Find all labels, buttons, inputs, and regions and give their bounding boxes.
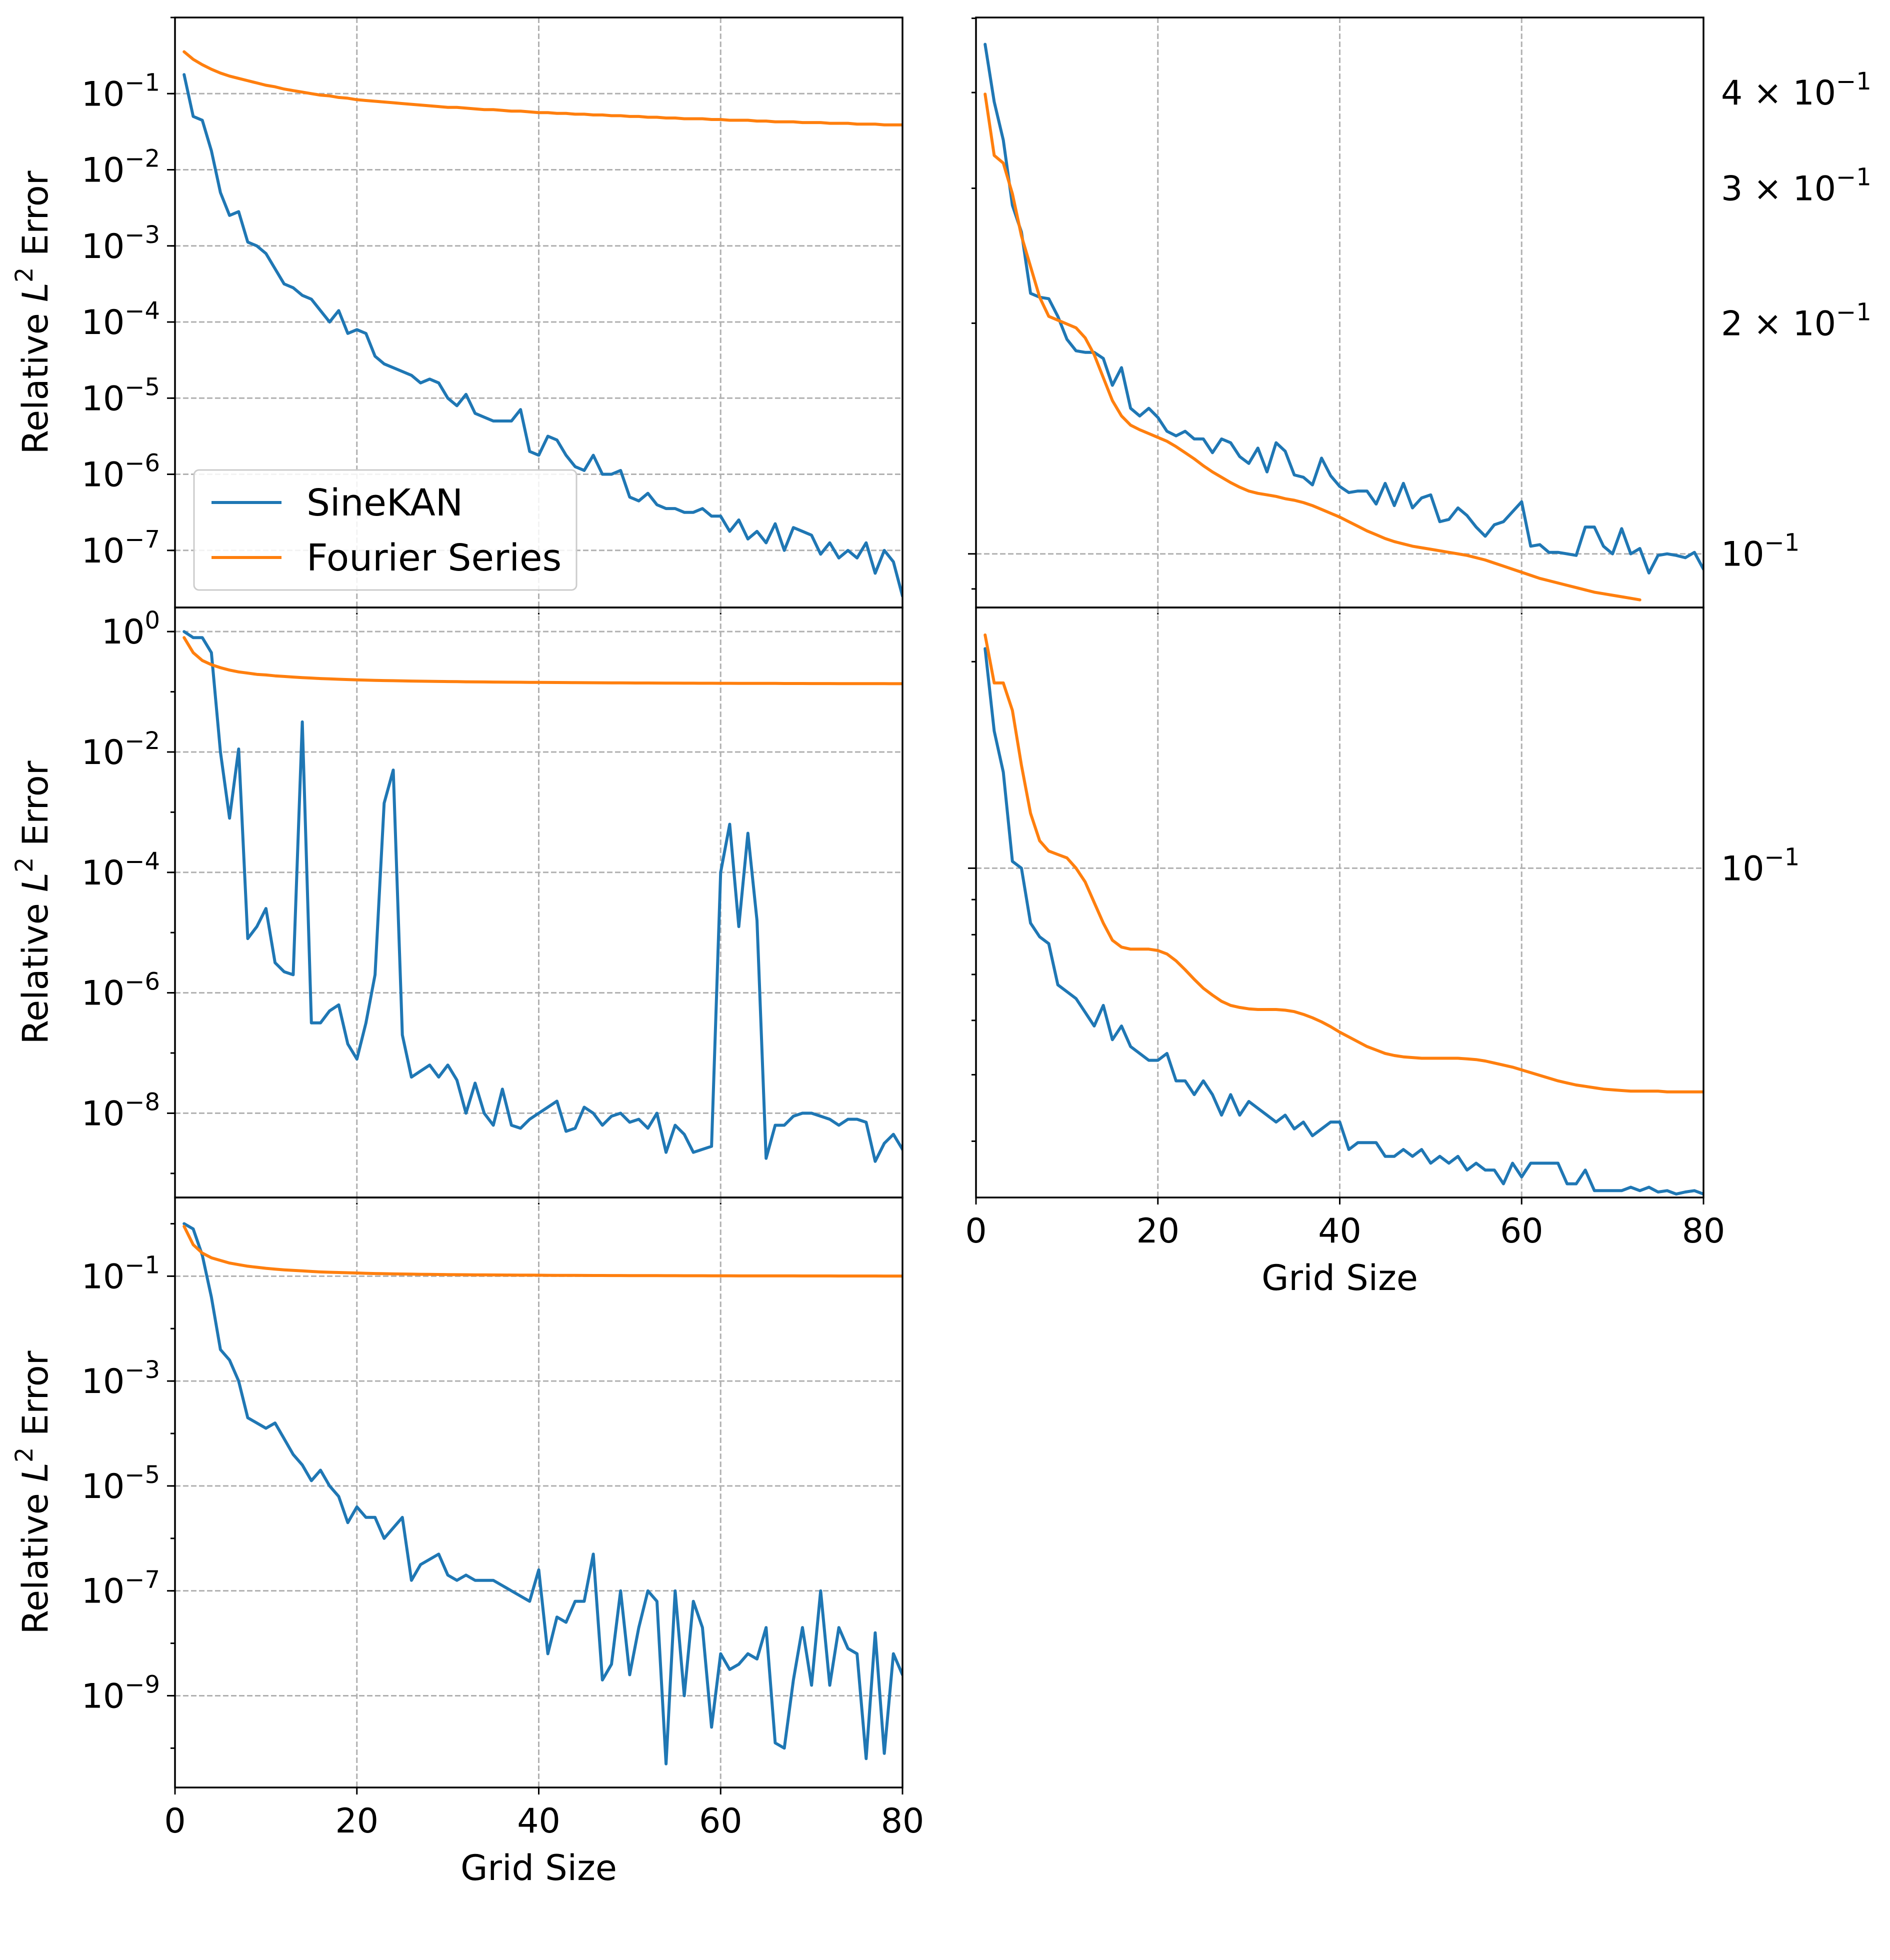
panels: 10−1 10−2 10−3 10−4 10−5 10−6 10−7 Relative L2 …: [10, 16, 1872, 1888]
panel-top-left: 10−1 10−2 10−3 10−4 10−5 10−6 10−7 Relative L2 …: [10, 16, 904, 614]
y-tick-label: 10−1: [82, 68, 160, 114]
series-line-sinekan: [984, 647, 1704, 1196]
y-axis-label: Relative L2 Error: [10, 170, 56, 454]
y-tick-label: 10−2: [82, 145, 160, 190]
y-tick-label: 10−3: [82, 221, 160, 266]
x-tick-label: 60: [1500, 1212, 1544, 1251]
panel-top-right: 4 × 10−1 3 × 10−1 2 × 10−1 10−1: [968, 16, 1872, 614]
legend: SineKAN Fourier Series: [193, 469, 578, 591]
y-tick-label-right: 10−1: [1721, 529, 1800, 574]
y-tick-label: 10−3: [82, 1356, 160, 1402]
y-tick-label: 10−9: [82, 1670, 160, 1716]
series-line-fourier-series: [984, 92, 1642, 602]
panel-middle-right: 10−1 0 20 40 60 80 Grid Size: [965, 606, 1800, 1298]
panel-bottom-left: 10−1 10−3 10−5 10−7 10−9 0 20 40 60 80 Grid Size Re…: [10, 1196, 924, 1888]
legend-box: [193, 469, 578, 591]
y-tick-label: 100: [102, 606, 160, 652]
series-line-fourier-series: [984, 633, 1704, 1094]
y-tick-label-right: 3 × 10−1: [1721, 164, 1872, 209]
x-tick-label: 60: [699, 1802, 742, 1841]
y-tick-label: 10−5: [82, 1461, 160, 1506]
y-tick-label: 10−6: [82, 968, 160, 1014]
series-line-sinekan: [984, 42, 1704, 574]
series-group: [182, 50, 902, 598]
y-tick-label: 10−5: [82, 373, 160, 418]
axes-frame: [174, 1196, 904, 1788]
x-tick-label: 80: [1682, 1212, 1726, 1251]
series-group: [984, 633, 1704, 1196]
series-group: [182, 630, 902, 1163]
y-tick-label: 10−6: [82, 450, 160, 495]
x-tick-label: 40: [1318, 1212, 1362, 1251]
x-axis-label: Grid Size: [460, 1848, 617, 1888]
x-tick-label: 20: [1136, 1212, 1180, 1251]
y-tick-label: 10−7: [82, 1566, 160, 1612]
legend-label: SineKAN: [306, 482, 463, 524]
x-tick-label: 40: [517, 1802, 560, 1841]
series-line-sinekan: [182, 630, 902, 1163]
series-line-fourier-series: [182, 636, 902, 686]
y-tick-label: 10−8: [82, 1088, 160, 1134]
x-tick-label: 0: [164, 1802, 186, 1841]
x-tick-label: 0: [965, 1212, 986, 1251]
y-tick-label: 10−2: [82, 727, 160, 772]
y-tick-label: 10−7: [82, 526, 160, 571]
axes-frame: [975, 606, 1704, 1198]
legend-label: Fourier Series: [306, 536, 562, 580]
x-axis-label: Grid Size: [1262, 1258, 1418, 1298]
series-line-fourier-series: [182, 50, 902, 126]
series-line-sinekan: [182, 73, 902, 598]
y-axis-label: Relative L2 Error: [10, 1350, 56, 1634]
x-tick-label: 20: [335, 1802, 378, 1841]
y-axis-label: Relative L2 Error: [10, 760, 56, 1044]
y-tick-label: 10−4: [82, 848, 160, 893]
y-tick-label-right: 4 × 10−1: [1721, 68, 1872, 113]
series-line-fourier-series: [182, 1224, 902, 1278]
series-group: [984, 42, 1704, 602]
series-line-sinekan: [182, 1222, 902, 1766]
y-tick-label-right: 10−1: [1721, 843, 1800, 888]
series-group: [182, 1222, 902, 1766]
panel-middle-left: 100 10−2 10−4 10−6 10−8 Relative L2 Error: [10, 606, 904, 1204]
y-tick-label-right: 2 × 10−1: [1721, 298, 1872, 344]
x-tick-label: 80: [881, 1802, 924, 1841]
y-tick-label: 10−4: [82, 297, 160, 342]
y-tick-label: 10−1: [82, 1251, 160, 1296]
